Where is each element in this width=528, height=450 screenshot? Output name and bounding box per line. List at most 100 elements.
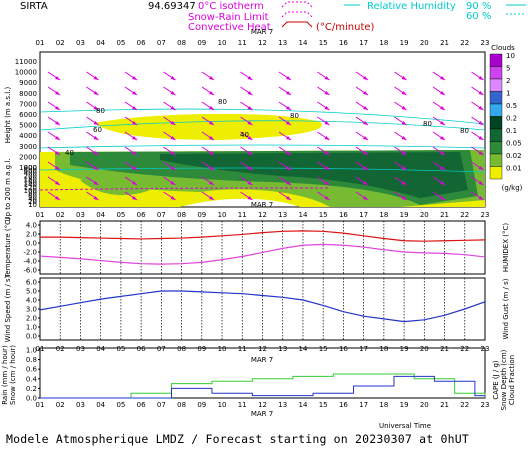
precip-ylabel-right: Snow Depth (cm) (500, 349, 508, 410)
wind-arrow-head (324, 151, 330, 155)
cloud-ytick-label: 120 (24, 184, 37, 192)
wind-arrow-head (478, 106, 484, 110)
colorbar-label: 5 (506, 65, 510, 73)
wind-arrow-head (363, 121, 368, 125)
cloud-ytick-label: 800 (24, 164, 37, 172)
colorbar-unit: (g/kg) (502, 184, 523, 192)
colorbar-swatch (489, 128, 503, 142)
mid-hour-label: 14 (298, 211, 307, 219)
wind-arrow-head (209, 76, 214, 80)
wind-arrow-head (132, 121, 137, 125)
mid-hour-label: 04 (96, 211, 105, 219)
bottom-hour-label: 12 (258, 401, 267, 409)
wind-ytick-label: 2.0 (26, 315, 37, 323)
colorbar-swatch (489, 141, 503, 155)
cloud-ytick-label: 200 (24, 173, 37, 181)
temp-ytick-label: -2.0 (23, 249, 37, 257)
wind-arrow-head (286, 181, 291, 185)
temp-ylabel: Temperature (°C) (4, 217, 12, 279)
wind-arrow-head (132, 91, 137, 95)
wind-arrow-head (132, 166, 137, 170)
wind-arrow-head (440, 196, 445, 200)
bottom-hour-label: 16 (339, 401, 348, 409)
cloud-ytick-label: 40 (28, 195, 37, 203)
wind-arrow-head (324, 91, 330, 95)
bottom-hour-label: 09 (197, 401, 206, 409)
low-hour-label: 20 (420, 345, 429, 353)
snowrain-legend-label: Snow-Rain Limit (188, 12, 269, 23)
temp-ytick-label: 2.0 (26, 231, 37, 239)
rh-contour (39, 144, 486, 149)
wind-arrow-head (478, 166, 484, 170)
precip-ylabel-right: CAPE (J / g) (492, 360, 500, 400)
mid-hour-label: 10 (218, 211, 227, 219)
wind-arrow-head (247, 181, 253, 185)
low-hour-label: 01 (36, 345, 45, 353)
low-hour-label: 11 (238, 345, 247, 353)
low-hour-label: 22 (460, 345, 469, 353)
temp-ytick-label: -6.0 (23, 267, 37, 275)
wind-arrow-head (247, 166, 253, 170)
low-hour-label: 03 (76, 345, 85, 353)
top-hour-label: 10 (218, 39, 227, 47)
mid-hour-label: 06 (137, 211, 146, 219)
cloud-ytick-label: 4000 (19, 132, 37, 140)
wind-arrow-head (324, 121, 330, 125)
wind-arrow-head (440, 76, 445, 80)
mid-hour-label: 11 (238, 211, 247, 219)
wind-ytick-label: 1.0 (26, 324, 37, 332)
rh-contour-label: 80 (96, 107, 105, 115)
mid-hour-label: 09 (197, 211, 206, 219)
mid-hour-label: 12 (258, 211, 267, 219)
wind-arrow-head (478, 196, 484, 200)
wind-arrow-head (401, 136, 407, 140)
mid-hour-label: 03 (76, 211, 85, 219)
low-hour-label: 15 (319, 345, 328, 353)
wind-series-0 (39, 290, 486, 323)
wind-ylabel: Wind Speed (m / s) (4, 275, 12, 342)
bottom-hour-label: 07 (157, 401, 166, 409)
wind-arrow-head (247, 91, 253, 95)
bottom-hour-label: 02 (56, 401, 65, 409)
wind-arrow-head (247, 151, 253, 155)
precip-ytick-label: 1.0 (26, 347, 37, 355)
temp-series-0 (40, 230, 486, 242)
colorbar-label: 0.02 (506, 152, 522, 160)
top-hour-label: 05 (116, 39, 125, 47)
wind-arrow-head (55, 166, 60, 170)
colorbar-label: 10 (506, 52, 515, 60)
colorbar-label: 0.2 (506, 115, 517, 123)
wind-arrow-head (478, 181, 484, 185)
low-hour-label: 07 (157, 345, 166, 353)
wind-arrow-head (401, 151, 407, 155)
rh-contour-label: 80 (460, 127, 469, 135)
low-hour-label: 02 (56, 345, 65, 353)
wind-arrow-head (209, 106, 214, 110)
wind-arrow-head (363, 196, 368, 200)
wind-arrow-head (132, 106, 137, 110)
wind-arrow-head (324, 136, 330, 140)
top-hour-label: 14 (298, 39, 307, 47)
cloud-ytick-label: 80 (28, 190, 37, 198)
mid-hour-label: 22 (460, 211, 469, 219)
wind-arrow-head (401, 76, 407, 80)
wind-arrow-head (170, 76, 176, 80)
cloud-ytick-label: 9000 (19, 79, 37, 87)
wind-arrow-head (93, 166, 99, 170)
wind-arrow-head (170, 181, 176, 185)
wind-arrow-head (440, 136, 445, 140)
top-hour-label: 13 (278, 39, 287, 47)
bottom-hour-label: 15 (319, 401, 328, 409)
wind-arrow-head (286, 166, 291, 170)
wind-arrow-head (170, 136, 176, 140)
rh-contour-label: 80 (218, 98, 227, 106)
wind-arrow-head (55, 181, 60, 185)
cloud-ytick-label: 1000 (19, 164, 37, 172)
wind-arrow-head (55, 106, 60, 110)
top-hour-label: 02 (56, 39, 65, 47)
bottom-hour-label: 22 (460, 401, 469, 409)
bottom-hour-label: 20 (420, 401, 429, 409)
top-hour-label: 23 (481, 39, 490, 47)
legend-swatches (281, 1, 526, 28)
cloud-ytick-label: 10000 (15, 69, 37, 77)
